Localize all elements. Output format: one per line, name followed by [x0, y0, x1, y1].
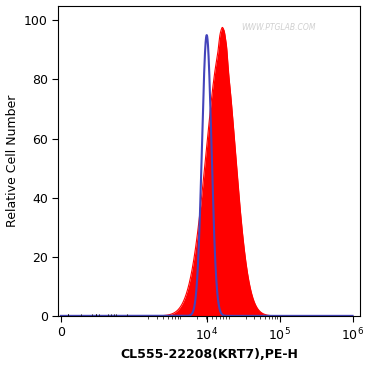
X-axis label: CL555-22208(KRT7),PE-H: CL555-22208(KRT7),PE-H	[120, 348, 298, 361]
Text: WWW.PTGLAB.COM: WWW.PTGLAB.COM	[241, 23, 316, 32]
Y-axis label: Relative Cell Number: Relative Cell Number	[6, 95, 18, 227]
